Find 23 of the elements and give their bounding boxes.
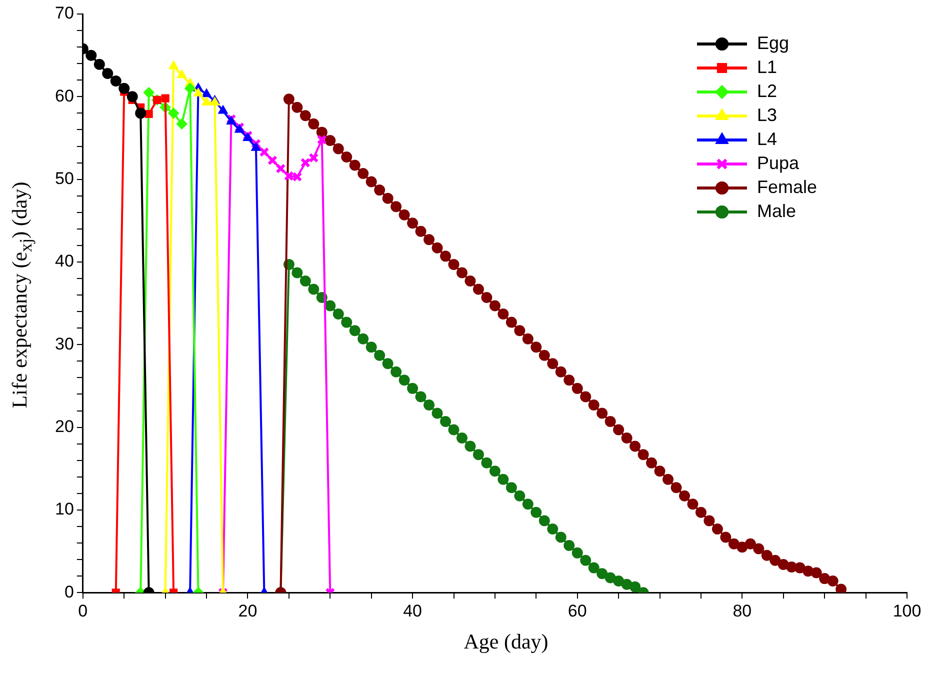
- x-tick-label: 0: [78, 601, 88, 620]
- legend-label: L2: [757, 80, 778, 101]
- legend-label: L3: [757, 104, 778, 125]
- legend-label: L4: [757, 128, 778, 149]
- x-tick-label: 80: [732, 601, 752, 620]
- x-axis-title: Age (day): [464, 630, 548, 654]
- y-tick-label: 20: [54, 416, 74, 436]
- y-tick-label: 10: [54, 500, 74, 519]
- y-tick-label: 50: [54, 169, 74, 188]
- legend-label: Egg: [757, 32, 790, 53]
- y-tick-label: 70: [54, 4, 74, 23]
- y-tick-label: 30: [54, 334, 74, 354]
- x-tick-label: 20: [238, 601, 258, 620]
- x-tick-label: 60: [568, 601, 587, 620]
- y-tick-label: 0: [64, 582, 74, 602]
- x-tick-label: 40: [403, 601, 422, 620]
- x-tick-label: 100: [892, 601, 922, 620]
- y-tick-label: 60: [54, 86, 74, 106]
- legend-label: Pupa: [757, 152, 800, 173]
- legend-label: Male: [757, 200, 796, 221]
- y-tick-label: 40: [54, 252, 74, 271]
- legend-label: L1: [757, 56, 778, 77]
- legend-label: Female: [757, 176, 818, 197]
